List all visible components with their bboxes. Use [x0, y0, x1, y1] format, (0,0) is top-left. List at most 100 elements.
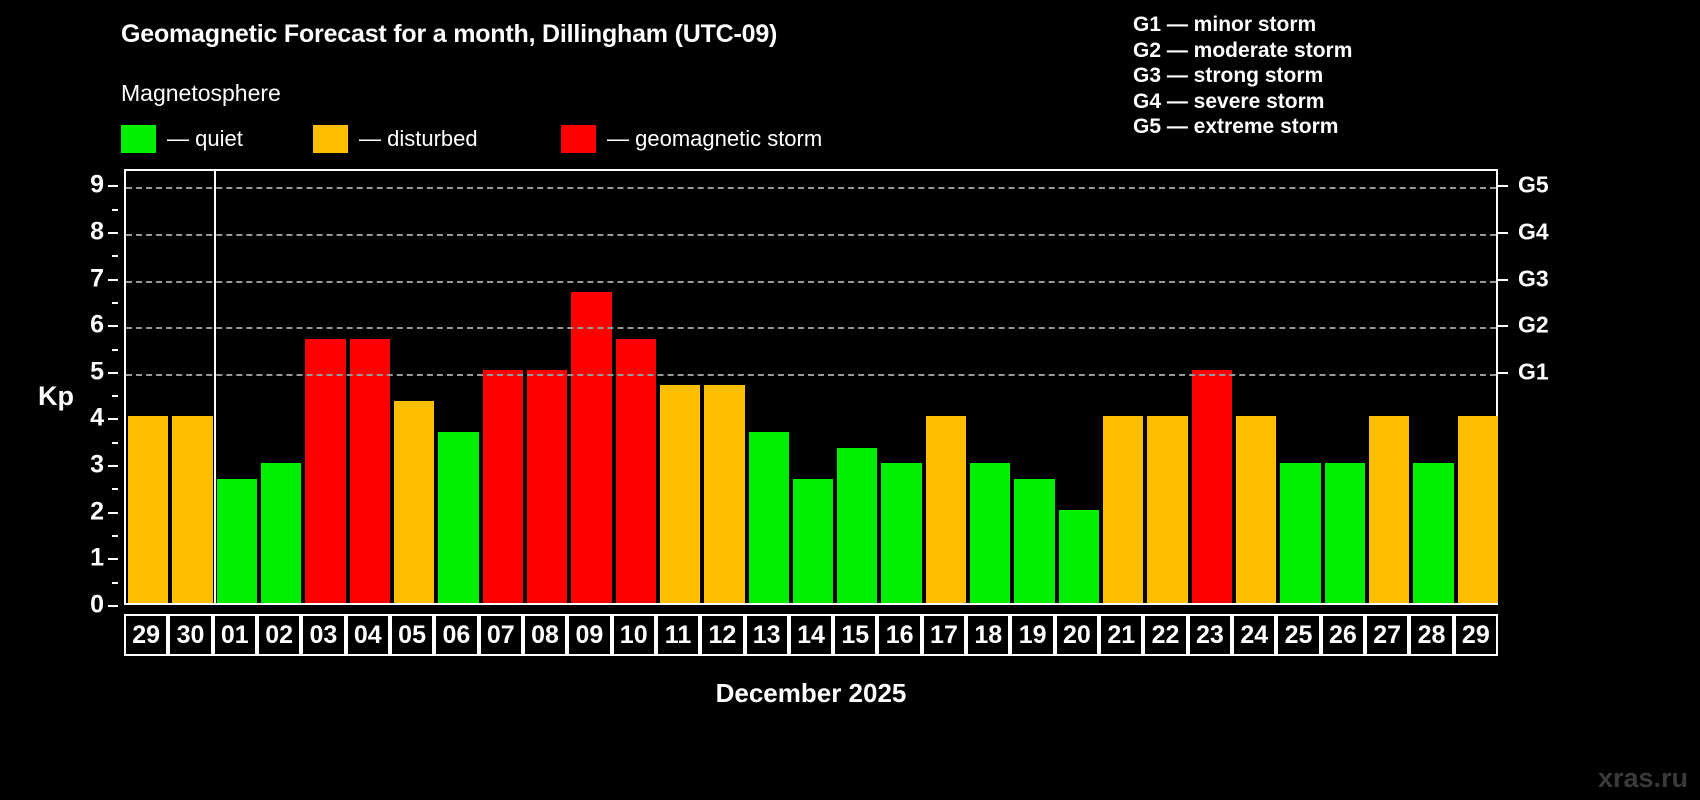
y-tick-label-3: 3 — [90, 450, 104, 479]
y-tick-minor — [112, 301, 118, 304]
legend-label-disturbed: — disturbed — [359, 126, 478, 151]
y-tick-label-5: 5 — [90, 357, 104, 386]
bar-day-15[interactable] — [837, 447, 878, 603]
x-axis-day-04: 04 — [345, 614, 390, 656]
y-tick-mark-6 — [108, 325, 118, 328]
bar-day-30[interactable] — [172, 416, 213, 603]
bar-day-07[interactable] — [482, 369, 523, 603]
gridline-kp-7 — [126, 280, 1496, 283]
x-axis-title: December 2025 — [715, 678, 907, 708]
g-legend-item-2: G2 — moderate storm — [1133, 38, 1353, 62]
x-axis-day-29: 29 — [1453, 614, 1498, 656]
y-tick-label-7: 7 — [90, 264, 104, 293]
x-axis-day-11: 11 — [655, 614, 701, 656]
legend-label-quiet: — quiet — [167, 126, 243, 151]
g-legend-item-1: G1 — minor storm — [1133, 13, 1317, 36]
x-axis-day-17: 17 — [921, 614, 967, 656]
x-axis-day-29: 29 — [124, 614, 169, 656]
x-axis-day-09: 09 — [567, 614, 612, 656]
x-axis-day-23: 23 — [1187, 614, 1233, 656]
x-axis-day-25: 25 — [1276, 614, 1321, 656]
plot-inner — [126, 171, 1498, 603]
x-axis-day-13: 13 — [744, 614, 789, 656]
x-axis-day-01: 01 — [212, 614, 257, 656]
bar-day-08[interactable] — [526, 369, 568, 603]
legend-entry-quiet: — quiet — [121, 125, 243, 153]
bar-day-12[interactable] — [704, 385, 745, 603]
legend-swatch-disturbed-icon — [313, 125, 348, 153]
bar-day-25[interactable] — [1280, 463, 1321, 603]
y-tick-mark-9 — [108, 185, 118, 188]
y-tick-minor — [112, 488, 118, 491]
bar-day-20[interactable] — [1058, 509, 1100, 603]
bar-day-05[interactable] — [393, 401, 435, 603]
y-tick-label-9: 9 — [90, 170, 104, 199]
bar-day-29[interactable] — [1457, 416, 1498, 603]
history-forecast-divider — [213, 171, 216, 603]
bar-day-19[interactable] — [1014, 478, 1055, 603]
g-axis-tick-G4 — [1498, 231, 1508, 234]
g-axis-tick-G5 — [1498, 185, 1508, 188]
x-axis-day-22: 22 — [1143, 614, 1188, 656]
legend-swatch-quiet-icon — [121, 125, 156, 153]
bar-day-03[interactable] — [305, 338, 346, 603]
g-axis-label-G3: G3 — [1518, 265, 1549, 292]
x-axis-day-10: 10 — [611, 614, 656, 656]
bar-day-18[interactable] — [970, 463, 1011, 603]
bar-day-28[interactable] — [1413, 463, 1454, 603]
bar-day-24[interactable] — [1236, 416, 1277, 603]
y-axis: 0 1 2 3 4 5 6 7 8 9 — [60, 169, 118, 619]
x-axis-day-16: 16 — [877, 614, 922, 656]
y-tick-minor — [112, 581, 118, 584]
bar-day-01[interactable] — [216, 478, 257, 603]
bar-day-16[interactable] — [881, 463, 922, 603]
bar-day-02[interactable] — [260, 463, 302, 603]
bar-day-10[interactable] — [615, 338, 656, 603]
page-title: Geomagnetic Forecast for a month, Dillin… — [121, 20, 778, 48]
g-axis-label-G4: G4 — [1518, 218, 1549, 245]
bar-day-23[interactable] — [1191, 369, 1233, 603]
bar-day-21[interactable] — [1103, 416, 1144, 603]
watermark: xras.ru — [1597, 763, 1688, 793]
x-axis-day-06: 06 — [434, 614, 479, 656]
bar-day-14[interactable] — [792, 478, 834, 603]
bars-layer — [126, 171, 1498, 603]
bar-day-29[interactable] — [128, 416, 169, 603]
g-axis-tick-G3 — [1498, 278, 1508, 281]
bar-day-06[interactable] — [438, 431, 479, 603]
legend-label-storm: — geomagnetic storm — [607, 126, 823, 151]
bar-day-13[interactable] — [748, 431, 789, 603]
y-tick-label-1: 1 — [90, 543, 104, 572]
y-tick-mark-0 — [108, 605, 118, 607]
legend-entry-storm: — geomagnetic storm — [561, 125, 822, 153]
bar-day-17[interactable] — [925, 416, 967, 603]
legend-swatch-storm-icon — [561, 125, 596, 153]
y-tick-label-2: 2 — [90, 497, 104, 526]
x-axis-day-14: 14 — [788, 614, 834, 656]
y-tick-mark-7 — [108, 278, 118, 281]
g-axis-tick-G1 — [1498, 371, 1508, 374]
y-axis-title: Kp — [38, 381, 74, 411]
bar-day-11[interactable] — [659, 385, 701, 603]
bar-day-22[interactable] — [1147, 416, 1188, 603]
bar-day-09[interactable] — [571, 291, 612, 603]
plot-area — [124, 169, 1498, 605]
x-axis-day-07: 07 — [478, 614, 523, 656]
y-tick-mark-2 — [108, 511, 118, 514]
x-axis-day-20: 20 — [1054, 614, 1100, 656]
x-axis-day-15: 15 — [833, 614, 878, 656]
bar-day-26[interactable] — [1324, 463, 1366, 603]
x-axis-day-02: 02 — [256, 614, 302, 656]
y-tick-minor — [112, 395, 118, 398]
x-axis-day-27: 27 — [1365, 614, 1410, 656]
y-tick-mark-1 — [108, 558, 118, 561]
y-tick-minor — [112, 255, 118, 258]
y-tick-minor — [112, 208, 118, 211]
g-scale-legend: G1 — minor storm G2 — moderate storm G3 — … — [1133, 12, 1352, 140]
y-tick-minor — [112, 535, 118, 538]
bar-day-04[interactable] — [349, 338, 390, 603]
y-tick-mark-4 — [108, 418, 118, 421]
x-axis-day-30: 30 — [168, 614, 213, 656]
x-axis-day-28: 28 — [1409, 614, 1454, 656]
bar-day-27[interactable] — [1369, 416, 1410, 603]
